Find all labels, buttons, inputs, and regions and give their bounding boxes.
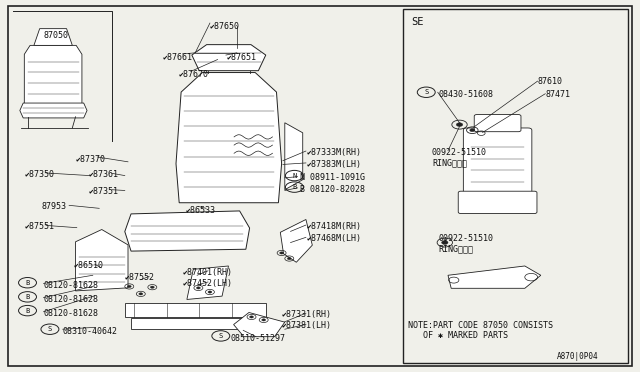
Polygon shape xyxy=(34,29,72,45)
Text: ✔87650: ✔87650 xyxy=(210,22,240,31)
Text: 00922-51510: 00922-51510 xyxy=(438,234,493,243)
Bar xyxy=(131,318,259,329)
Text: ✔87418M(RH): ✔87418M(RH) xyxy=(307,222,362,231)
Polygon shape xyxy=(187,266,228,299)
Text: 08120-81628: 08120-81628 xyxy=(44,281,99,290)
Polygon shape xyxy=(234,312,285,337)
Polygon shape xyxy=(20,103,87,118)
Text: 08510-51297: 08510-51297 xyxy=(230,334,285,343)
Text: ✔87350: ✔87350 xyxy=(24,170,54,179)
Text: ✔87468M(LH): ✔87468M(LH) xyxy=(307,234,362,243)
Text: ✔87381(LH): ✔87381(LH) xyxy=(282,321,332,330)
Text: ✔87361: ✔87361 xyxy=(88,170,118,179)
Circle shape xyxy=(150,286,154,288)
Text: RINGリング: RINGリング xyxy=(432,158,467,167)
Circle shape xyxy=(442,241,448,244)
Circle shape xyxy=(208,291,212,293)
Text: A870|0P04: A870|0P04 xyxy=(557,352,598,361)
Text: NOTE:PART CODE 87050 CONSISTS
   OF ✱ MARKED PARTS: NOTE:PART CODE 87050 CONSISTS OF ✱ MARKE… xyxy=(408,321,554,340)
Text: N: N xyxy=(292,173,296,179)
Text: S: S xyxy=(219,333,223,339)
Text: ✔87651: ✔87651 xyxy=(227,53,257,62)
Text: 87953: 87953 xyxy=(42,202,67,211)
Polygon shape xyxy=(448,266,541,288)
Text: 87610: 87610 xyxy=(538,77,563,86)
Circle shape xyxy=(470,129,475,132)
Text: SE: SE xyxy=(411,17,424,27)
Text: ✔87401(RH): ✔87401(RH) xyxy=(182,268,232,277)
Text: ✔87552: ✔87552 xyxy=(125,273,155,282)
Polygon shape xyxy=(176,73,282,203)
Text: B: B xyxy=(26,280,29,286)
Text: 08120-81628: 08120-81628 xyxy=(44,309,99,318)
Polygon shape xyxy=(76,230,128,291)
FancyBboxPatch shape xyxy=(463,128,532,196)
Polygon shape xyxy=(192,45,266,71)
Polygon shape xyxy=(24,45,82,105)
Text: ✔86533: ✔86533 xyxy=(186,206,216,215)
Text: 87471: 87471 xyxy=(545,90,570,99)
Circle shape xyxy=(280,252,284,254)
Circle shape xyxy=(196,287,200,289)
Circle shape xyxy=(127,285,131,288)
Text: B: B xyxy=(26,294,29,300)
Text: 00922-51510: 00922-51510 xyxy=(432,148,487,157)
Polygon shape xyxy=(285,123,303,190)
Text: 08430-51608: 08430-51608 xyxy=(438,90,493,99)
Text: ✔87333M(RH): ✔87333M(RH) xyxy=(307,148,362,157)
Text: ✔87331(RH): ✔87331(RH) xyxy=(282,310,332,319)
Circle shape xyxy=(250,316,253,318)
Circle shape xyxy=(456,123,463,126)
Text: ✔86510: ✔86510 xyxy=(74,262,104,270)
Text: N 08911-1091G: N 08911-1091G xyxy=(300,173,365,182)
Text: S: S xyxy=(424,89,428,95)
Text: ✔87383M(LH): ✔87383M(LH) xyxy=(307,160,362,169)
Polygon shape xyxy=(125,211,250,251)
Text: 08120-81628: 08120-81628 xyxy=(44,295,99,304)
Text: 87050: 87050 xyxy=(44,31,68,40)
Text: 08310-40642: 08310-40642 xyxy=(63,327,118,336)
Circle shape xyxy=(287,257,291,260)
Bar xyxy=(125,303,266,317)
Text: B: B xyxy=(292,184,296,190)
FancyBboxPatch shape xyxy=(458,191,537,214)
Text: ✔87452(LH): ✔87452(LH) xyxy=(182,279,232,288)
Text: ✔87551: ✔87551 xyxy=(24,222,54,231)
Polygon shape xyxy=(280,219,312,262)
Text: S: S xyxy=(48,326,52,332)
Text: ✔87661: ✔87661 xyxy=(163,53,193,62)
Text: ✔87670: ✔87670 xyxy=(179,70,209,79)
Text: B: B xyxy=(26,308,29,314)
Text: B 08120-82028: B 08120-82028 xyxy=(300,185,365,194)
Text: ✔87370: ✔87370 xyxy=(76,155,106,164)
Circle shape xyxy=(262,319,266,321)
Text: ✔87351: ✔87351 xyxy=(88,187,118,196)
Text: RINGリング: RINGリング xyxy=(438,244,474,253)
Bar xyxy=(403,9,628,363)
FancyBboxPatch shape xyxy=(474,115,521,132)
Circle shape xyxy=(139,293,143,295)
